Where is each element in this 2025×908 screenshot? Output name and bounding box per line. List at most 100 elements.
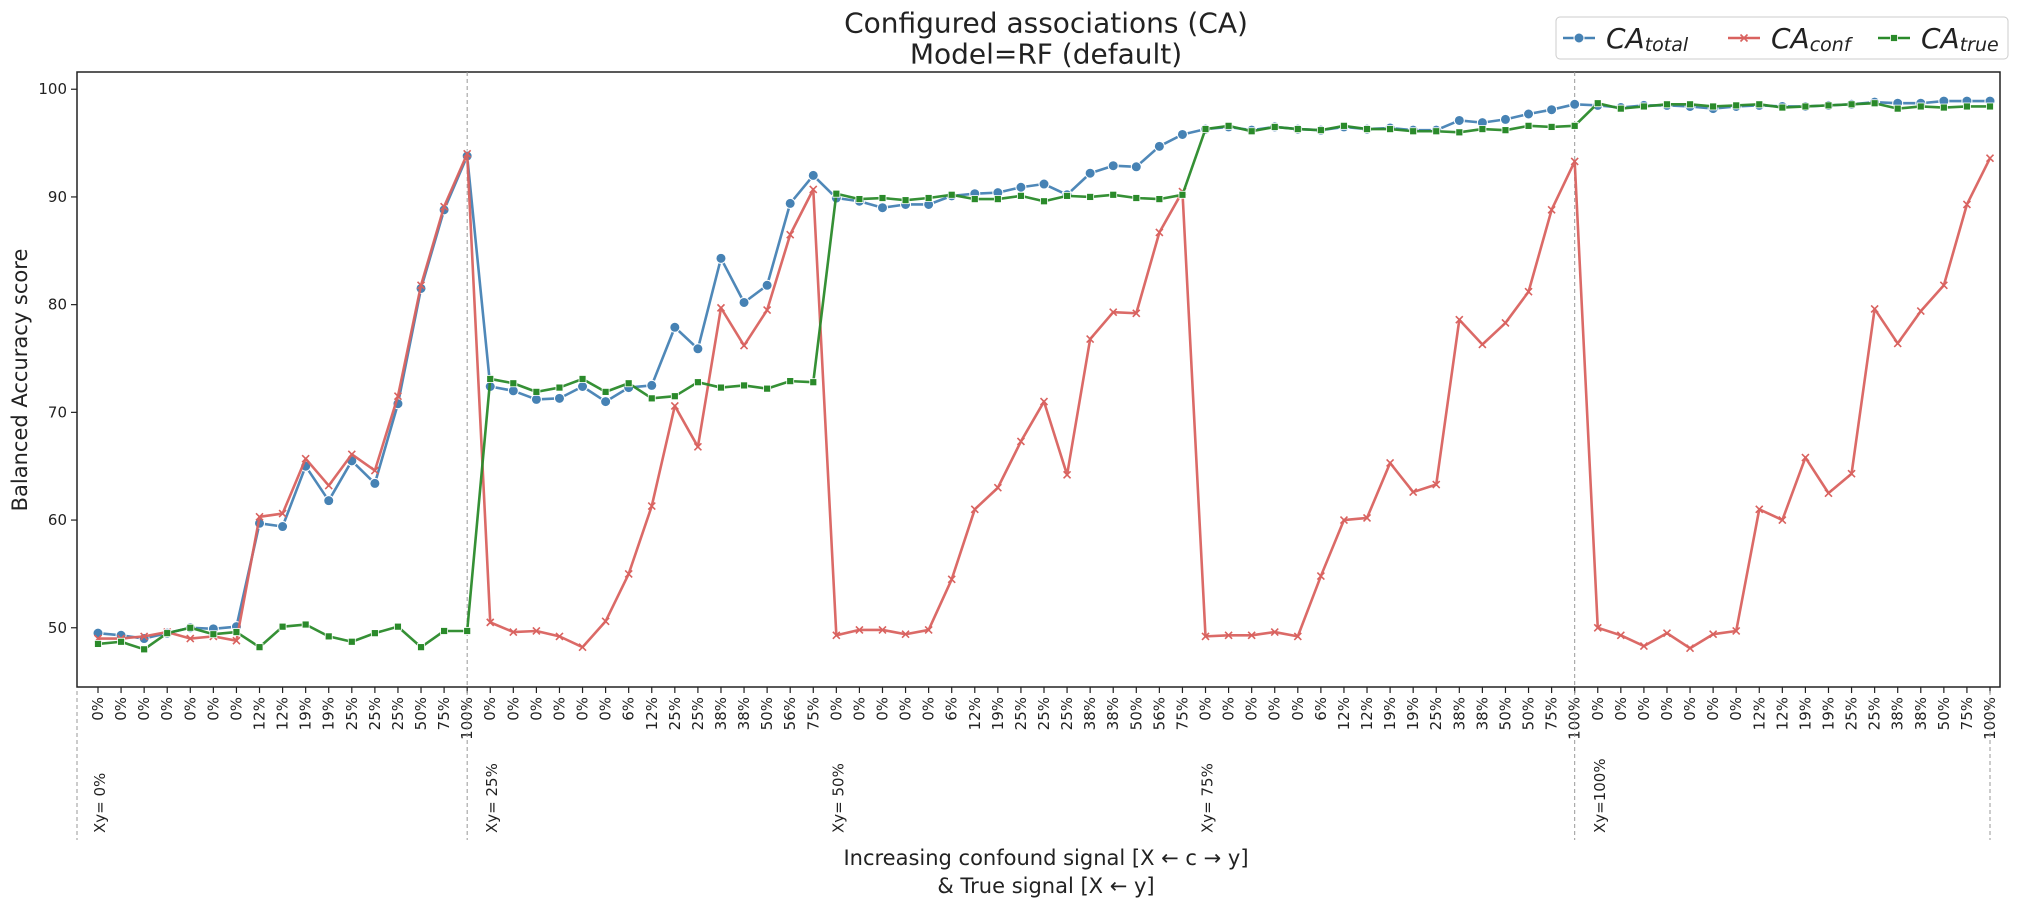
point: [255, 643, 264, 652]
point: [1409, 487, 1418, 497]
x-tick-label: 25%: [1427, 697, 1445, 730]
point: [740, 381, 748, 390]
point: [1132, 194, 1141, 202]
point: [1755, 100, 1764, 109]
x-tick-label: 12%: [1335, 697, 1353, 730]
x-tick-label: 38%: [712, 697, 730, 730]
group-label: Xy= 0%: [91, 773, 109, 833]
point: [555, 383, 564, 392]
x-axis-label: Increasing confound signal [X ← c → y]: [843, 846, 1248, 870]
point: [277, 521, 289, 533]
point: [324, 632, 333, 641]
point: [1363, 125, 1371, 133]
legend-label-sub: conf: [1810, 34, 1854, 56]
point: [1409, 127, 1418, 136]
point: [347, 637, 356, 646]
point: [692, 343, 704, 355]
point: [507, 385, 519, 397]
point: [601, 617, 610, 626]
x-tick-label: 38%: [1889, 697, 1907, 730]
point: [1153, 140, 1165, 152]
point: [855, 195, 864, 203]
x-tick-label: 38%: [1104, 697, 1122, 730]
point: [1063, 470, 1072, 479]
point: [1616, 631, 1625, 640]
point: [1224, 631, 1233, 640]
point: [1573, 32, 1585, 44]
point: [1132, 309, 1141, 318]
point: [1017, 191, 1025, 200]
point: [140, 632, 149, 641]
point: [1547, 205, 1556, 214]
x-tick-label: 25%: [689, 697, 707, 730]
point: [1593, 99, 1602, 108]
point: [1569, 98, 1581, 110]
point: [694, 378, 702, 387]
x-tick-label: 0%: [1266, 697, 1284, 721]
point: [94, 640, 102, 648]
point: [1893, 339, 1902, 348]
point: [1432, 480, 1441, 489]
point: [1086, 193, 1095, 201]
x-tick-label: 12%: [966, 697, 984, 730]
point: [1890, 34, 1898, 42]
x-tick-label: 25%: [1866, 697, 1884, 730]
x-tick-label: 100%: [458, 697, 476, 740]
point: [601, 387, 610, 396]
point: [600, 396, 612, 408]
point: [369, 477, 381, 489]
point: [786, 377, 795, 386]
x-tick-label: 0%: [1681, 697, 1699, 721]
x-tick-label: 0%: [158, 697, 176, 721]
point: [947, 190, 956, 199]
x-tick-label: 100%: [1566, 697, 1584, 740]
point: [577, 381, 589, 393]
point: [1455, 315, 1464, 324]
point: [1524, 287, 1533, 296]
x-tick-label: 0%: [1727, 697, 1745, 721]
point: [1732, 626, 1741, 636]
point: [486, 618, 495, 627]
point: [809, 378, 818, 387]
point: [670, 392, 679, 401]
point: [1084, 167, 1096, 179]
x-tick-label: 38%: [1081, 697, 1099, 730]
point: [1040, 197, 1048, 206]
point: [1755, 505, 1764, 514]
x-tick-label: 12%: [274, 697, 292, 730]
point: [92, 627, 104, 639]
point: [255, 512, 264, 521]
point: [717, 383, 725, 392]
point: [901, 630, 910, 639]
point: [1016, 437, 1025, 446]
point: [1870, 99, 1879, 108]
point: [301, 454, 310, 463]
point: [1455, 128, 1464, 137]
point: [716, 303, 726, 312]
point: [370, 466, 379, 475]
x-tick-label: 25%: [666, 697, 684, 730]
point: [463, 149, 472, 158]
point: [440, 202, 449, 211]
chart-subtitle: Model=RF (default): [910, 38, 1182, 71]
x-tick-label: 38%: [1450, 697, 1468, 730]
x-tick-label: 19%: [320, 697, 338, 730]
point: [1939, 103, 1948, 112]
legend-label: CAconf: [1771, 22, 1854, 57]
legend-label: CAtotal: [1606, 22, 1689, 57]
point: [715, 252, 727, 264]
point: [1985, 154, 1995, 163]
point: [1847, 469, 1856, 478]
point: [1155, 228, 1164, 237]
point: [1293, 125, 1302, 133]
x-tick-label: 0%: [135, 697, 153, 721]
point: [832, 189, 841, 198]
point: [140, 645, 149, 654]
point: [530, 393, 542, 405]
point: [393, 392, 403, 401]
point: [417, 643, 425, 652]
point: [1155, 195, 1164, 203]
x-tick-label: 0%: [527, 697, 545, 721]
point: [970, 505, 979, 514]
